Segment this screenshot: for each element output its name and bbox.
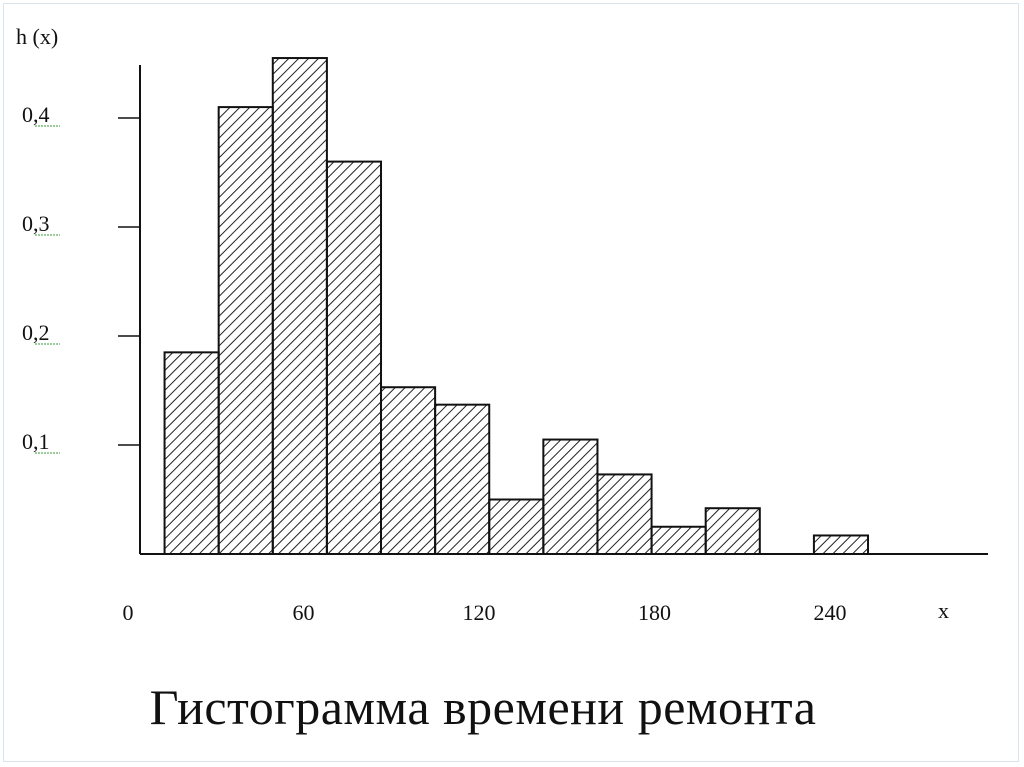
chart-caption: Гистограмма времени ремонта xyxy=(149,679,817,735)
histogram-bar-8 xyxy=(542,438,599,555)
y-ticks: 0,1 0,2 0,3 0,4 xyxy=(22,102,140,454)
y-tick-label: 0,3 xyxy=(22,211,50,236)
histogram-bar-10 xyxy=(650,525,707,555)
y-tick-label: 0,2 xyxy=(22,320,50,345)
x-tick-label: 120 xyxy=(463,600,496,625)
histogram-bar-7 xyxy=(488,498,545,555)
bars-layer xyxy=(163,57,870,556)
histogram-bar-13 xyxy=(812,534,870,555)
x-tick-label: 0 xyxy=(123,600,134,625)
x-tick-label: 60 xyxy=(293,600,315,625)
x-tick-label: 240 xyxy=(814,600,847,625)
y-axis-title: h (x) xyxy=(16,24,58,49)
histogram-bar-9 xyxy=(596,473,653,555)
histogram-chart: 0,1 0,2 0,3 0,4 0 60 120 180 240 h (x) x xyxy=(16,24,988,625)
histogram-bar-3 xyxy=(271,57,328,556)
x-tick-label: 180 xyxy=(638,600,671,625)
histogram-bar-11 xyxy=(704,507,761,555)
histogram-bar-4 xyxy=(325,160,383,555)
axes-layer xyxy=(139,65,988,555)
histogram-bar-6 xyxy=(434,403,491,556)
x-axis-title: x xyxy=(938,598,949,623)
histogram-bar-1 xyxy=(163,351,220,555)
y-tick-label: 0,1 xyxy=(22,429,50,454)
histogram-bar-2 xyxy=(217,106,274,555)
y-tick-label: 0,4 xyxy=(22,102,50,127)
slide-frame xyxy=(3,3,1019,762)
histogram-bar-5 xyxy=(380,386,437,556)
x-ticks: 0 60 120 180 240 xyxy=(123,600,847,625)
